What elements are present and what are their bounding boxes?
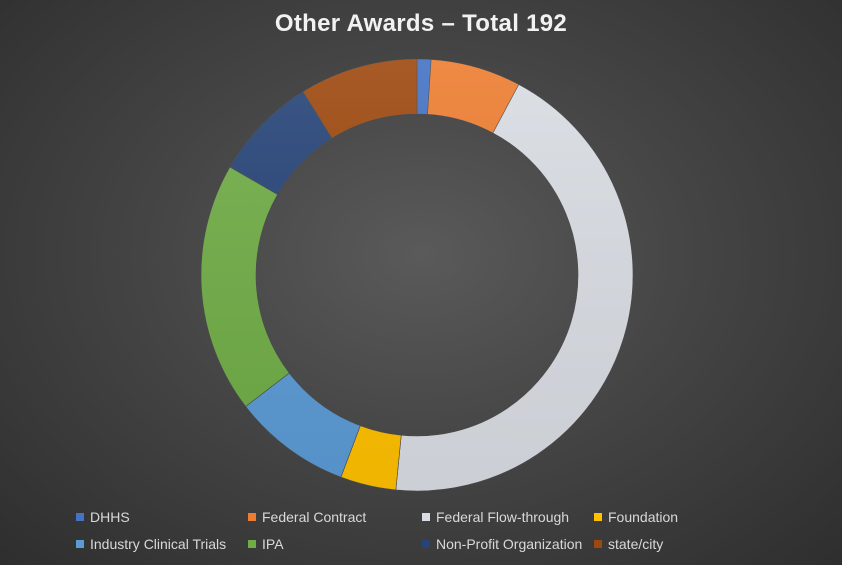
legend-swatch — [76, 512, 84, 521]
donut-slices — [200, 58, 634, 492]
legend-swatch — [594, 512, 602, 521]
legend-item-federal-flow-through: Federal Flow-through — [422, 508, 594, 525]
donut-sheen — [201, 59, 633, 491]
chart-legend: DHHS Federal Contract Federal Flow-throu… — [76, 508, 776, 552]
legend-label: Foundation — [608, 508, 679, 525]
legend-label: state/city — [608, 535, 664, 552]
legend-item-non-profit-organization: Non-Profit Organization — [422, 535, 594, 552]
legend-label: Federal Contract — [262, 508, 367, 525]
legend-item-state-city: state/city — [594, 535, 754, 552]
legend-item-industry-clinical-trials: Industry Clinical Trials — [76, 535, 248, 552]
donut-chart — [200, 58, 634, 492]
legend-swatch — [248, 539, 256, 548]
legend-label: Federal Flow-through — [436, 508, 570, 525]
legend-item-ipa: IPA — [248, 535, 422, 552]
legend-label: DHHS — [90, 508, 130, 525]
legend-label: Non-Profit Organization — [436, 535, 583, 552]
legend-label: IPA — [262, 535, 284, 552]
legend-swatch — [248, 512, 256, 521]
legend-swatch — [76, 539, 84, 548]
legend-label: Industry Clinical Trials — [90, 535, 227, 552]
legend-item-foundation: Foundation — [594, 508, 754, 525]
chart-title: Other Awards – Total 192 — [274, 10, 568, 37]
legend-item-federal-contract: Federal Contract — [248, 508, 422, 525]
legend-swatch — [594, 539, 602, 548]
legend-item-dhhs: DHHS — [76, 508, 248, 525]
legend-swatch — [422, 539, 430, 548]
legend-swatch — [422, 512, 430, 521]
